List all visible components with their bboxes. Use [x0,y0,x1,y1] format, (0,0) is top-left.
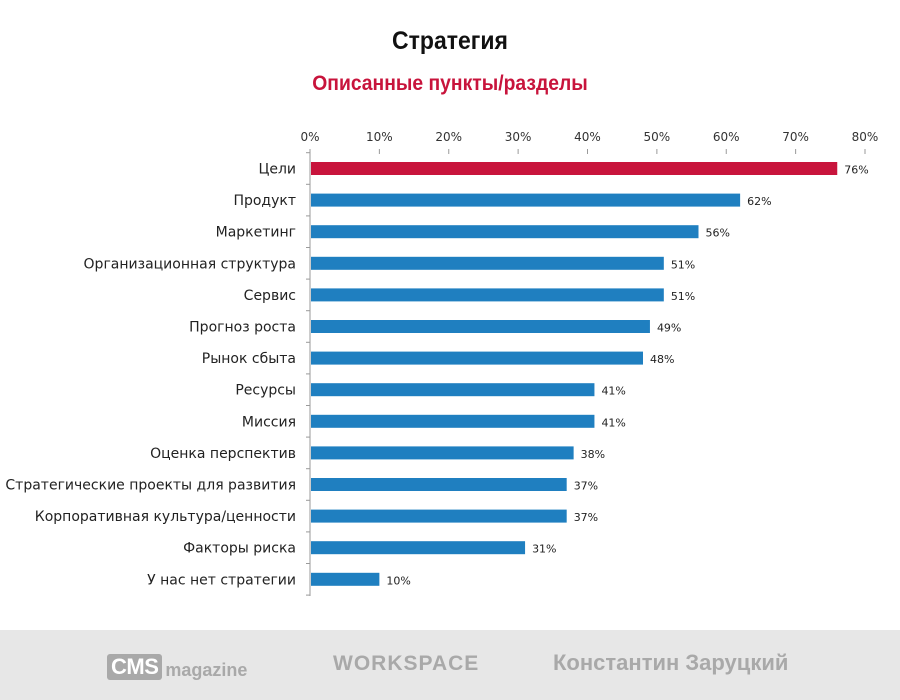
category-label: У нас нет стратегии [147,572,296,588]
category-label: Организационная структура [84,256,296,272]
bar [311,162,838,175]
chart-subtitle: Описанные пункты/разделы [312,72,588,95]
bar [311,541,526,555]
chart-title: Стратегия [392,27,508,55]
bar [311,256,664,270]
bar [311,225,699,239]
data-label: 31% [532,543,556,556]
category-label: Маркетинг [216,225,296,241]
data-label: 37% [574,511,598,524]
x-tick-label: 10% [366,130,393,144]
x-tick-label: 60% [713,130,740,144]
bar [311,446,574,460]
category-label: Оценка перспектив [150,446,296,462]
data-label: 56% [706,227,730,240]
category-label: Цели [258,162,296,178]
category-label: Рынок сбыта [202,351,296,367]
author-name: Константин Заруцкий [553,650,789,675]
cms-logo-word: magazine [165,660,248,680]
data-label: 76% [844,164,868,177]
category-label: Миссия [242,414,296,430]
bar [311,383,595,397]
bar [311,351,643,365]
category-label: Ресурсы [235,383,296,399]
x-tick-label: 30% [505,130,532,144]
data-label: 38% [581,448,605,461]
category-label: Факторы риска [183,541,296,557]
x-tick-label: 70% [782,130,809,144]
data-label: 62% [747,195,771,208]
cms-magazine-logo: CMS magazine [107,650,247,680]
x-tick-label: 0% [300,130,319,144]
data-label: 10% [386,574,410,587]
x-tick-label: 40% [574,130,601,144]
bar [311,414,595,428]
data-label: 48% [650,353,674,366]
bar [311,509,567,523]
bar [311,288,664,302]
x-tick-label: 20% [435,130,462,144]
bar-chart: 0% 10% 20% 30% 40% 50% 60% 70% 80% Цели 76% Продукт… [5,130,879,596]
category-label: Сервис [244,288,296,304]
data-label: 51% [671,290,695,303]
category-label: Прогноз роста [189,320,296,336]
bar [311,478,567,491]
bar [311,193,741,207]
bar [311,320,650,333]
data-label: 37% [574,480,598,493]
x-tick-label: 50% [644,130,671,144]
bar [311,572,380,586]
cms-logo-box: CMS [107,654,163,680]
category-label: Продукт [233,193,296,209]
data-label: 41% [601,416,625,429]
data-label: 49% [657,322,681,335]
data-label: 41% [601,385,625,398]
category-label: Стратегические проекты для развития [5,478,296,494]
data-label: 51% [671,258,695,271]
category-label: Корпоративная культура/ценности [35,509,296,525]
x-tick-label: 80% [852,130,879,144]
footer: CMS magazine WORKSPACE Константин Заруцк… [0,630,900,700]
workspace-logo: WORKSPACE [333,652,480,675]
